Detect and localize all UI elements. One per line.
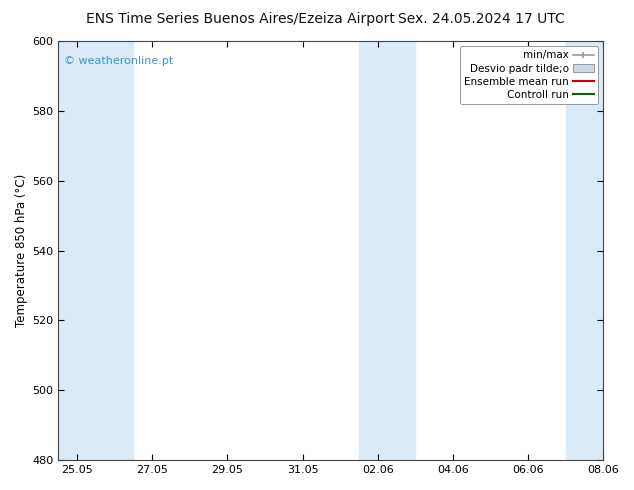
Text: Sex. 24.05.2024 17 UTC: Sex. 24.05.2024 17 UTC	[398, 12, 566, 26]
Text: ENS Time Series Buenos Aires/Ezeiza Airport: ENS Time Series Buenos Aires/Ezeiza Airp…	[86, 12, 396, 26]
Bar	[566, 41, 603, 460]
Bar	[58, 41, 133, 460]
Text: © weatheronline.pt: © weatheronline.pt	[64, 56, 173, 66]
Y-axis label: Temperature 850 hPa (°C): Temperature 850 hPa (°C)	[15, 174, 28, 327]
Bar	[359, 41, 415, 460]
Legend: min/max, Desvio padr tilde;o, Ensemble mean run, Controll run: min/max, Desvio padr tilde;o, Ensemble m…	[460, 46, 598, 104]
